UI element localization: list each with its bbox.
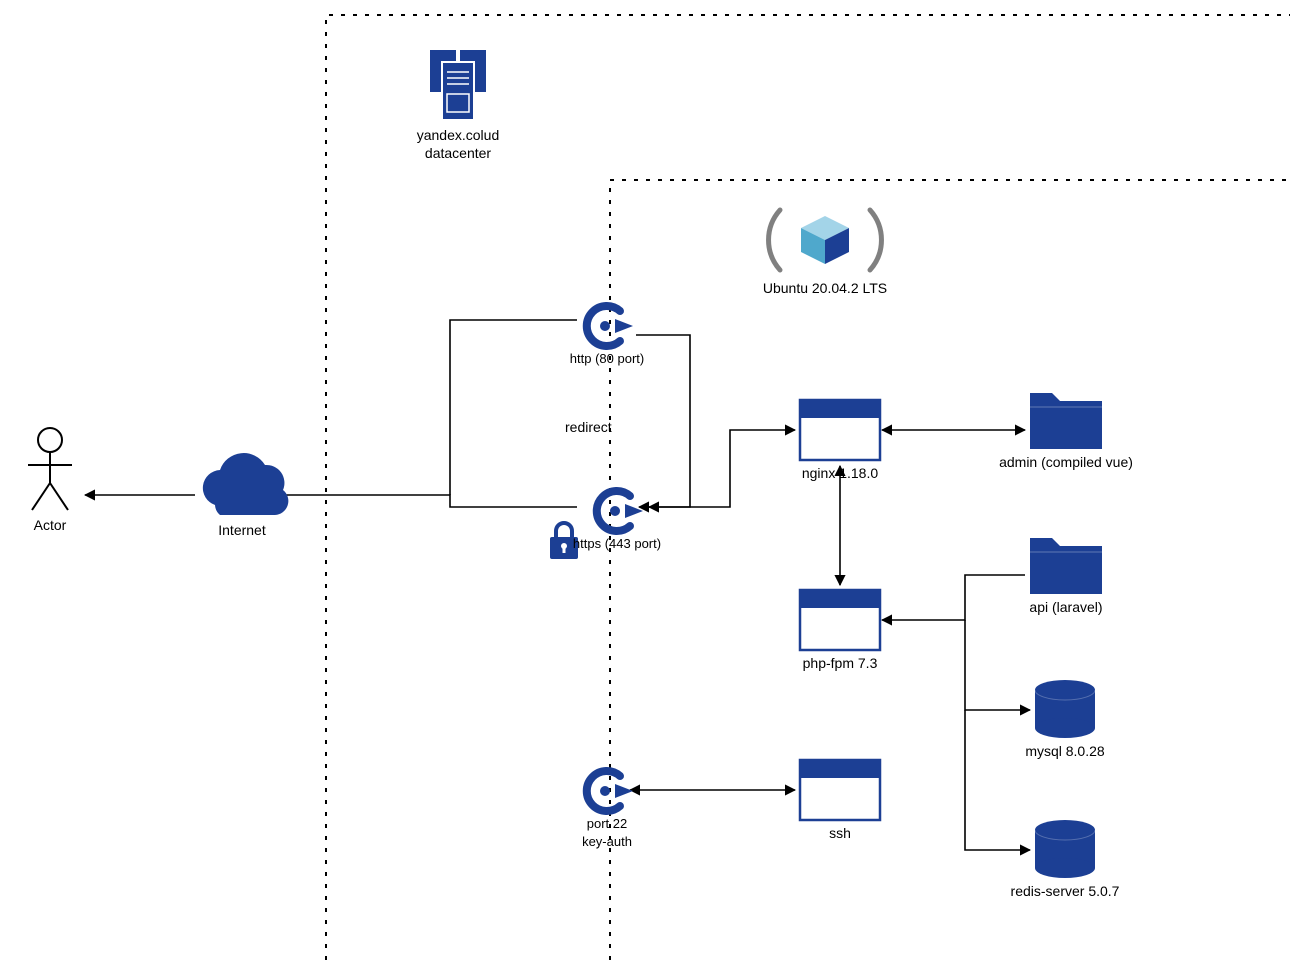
- svg-text:ssh: ssh: [829, 825, 851, 841]
- svg-text:datacenter: datacenter: [425, 145, 491, 161]
- svg-text:yandex.colud: yandex.colud: [417, 127, 500, 143]
- svg-text:Internet: Internet: [218, 522, 266, 538]
- edge-phpfpm-api: [882, 575, 1025, 620]
- svg-text:Ubuntu 20.04.2 LTS: Ubuntu 20.04.2 LTS: [763, 280, 887, 296]
- node-mysql: mysql 8.0.28: [1025, 680, 1105, 759]
- edge-internet-http: [450, 320, 577, 495]
- svg-text:php-fpm 7.3: php-fpm 7.3: [803, 655, 878, 671]
- node-phpfpm: php-fpm 7.3: [800, 590, 880, 671]
- svg-text:http (80 port): http (80 port): [570, 351, 644, 366]
- svg-text:mysql 8.0.28: mysql 8.0.28: [1025, 743, 1105, 759]
- edge-https-nginx: [639, 430, 795, 507]
- edge-phpfpm-mysql: [965, 620, 1030, 710]
- node-port22: port 22 key-auth: [582, 771, 633, 849]
- architecture-diagram: redirect Actor Internet yandex.colud datace…: [0, 0, 1300, 966]
- node-api: api (laravel): [1029, 538, 1102, 615]
- node-https: https (443 port): [550, 491, 661, 559]
- node-actor: Actor: [28, 428, 72, 533]
- node-redis: redis-server 5.0.7: [1011, 820, 1120, 899]
- node-admin: admin (compiled vue): [999, 393, 1133, 470]
- edge-phpfpm-redis: [965, 710, 1030, 850]
- svg-text:port 22: port 22: [587, 816, 627, 831]
- node-nginx: nginx 1.18.0: [800, 400, 880, 481]
- node-server: yandex.colud datacenter: [417, 50, 500, 161]
- svg-text:key-auth: key-auth: [582, 834, 632, 849]
- node-internet: Internet: [203, 453, 289, 538]
- svg-text:admin (compiled vue): admin (compiled vue): [999, 454, 1133, 470]
- svg-text:https (443 port): https (443 port): [573, 536, 661, 551]
- svg-text:Actor: Actor: [34, 517, 67, 533]
- node-ssh: ssh: [800, 760, 880, 841]
- vm-border: [610, 180, 1290, 960]
- edge-label: redirect: [565, 419, 612, 435]
- svg-text:nginx 1.18.0: nginx 1.18.0: [802, 465, 878, 481]
- svg-text:redis-server 5.0.7: redis-server 5.0.7: [1011, 883, 1120, 899]
- node-http: http (80 port): [570, 306, 644, 366]
- node-ubuntu: Ubuntu 20.04.2 LTS: [763, 210, 887, 296]
- svg-text:api (laravel): api (laravel): [1029, 599, 1102, 615]
